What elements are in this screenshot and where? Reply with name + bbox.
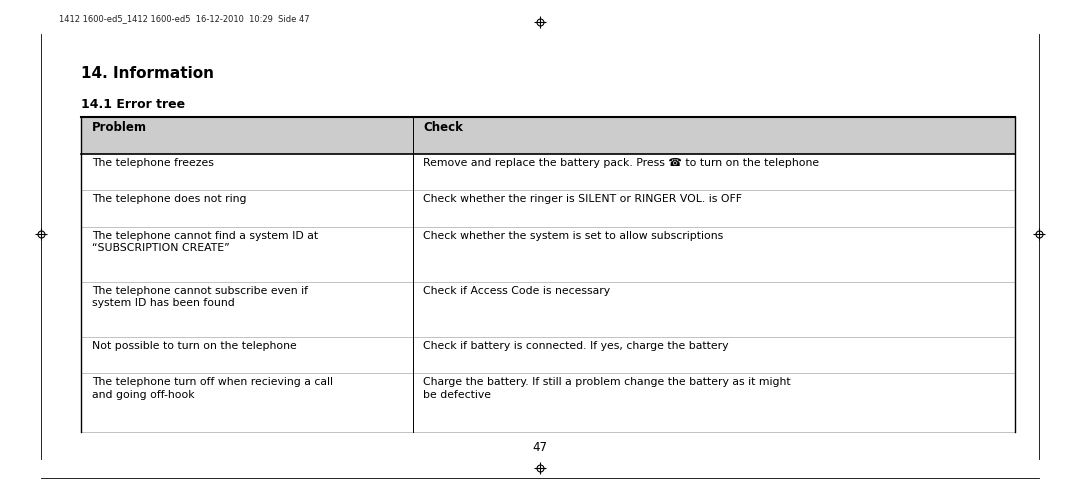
Bar [81,337,1015,373]
Text: The telephone cannot find a system ID at
“SUBSCRIPTION CREATE”: The telephone cannot find a system ID at… [92,231,318,253]
Text: The telephone cannot subscribe even if
system ID has been found: The telephone cannot subscribe even if s… [92,285,308,308]
Bar [81,282,1015,337]
Text: Remove and replace the battery pack. Press ☎ to turn on the telephone: Remove and replace the battery pack. Pre… [423,158,820,168]
Bar [81,190,1015,227]
Bar [81,227,1015,282]
Text: The telephone freezes: The telephone freezes [92,158,214,167]
Text: Not possible to turn on the telephone: Not possible to turn on the telephone [92,341,297,350]
Text: Check whether the system is set to allow subscriptions: Check whether the system is set to allow… [423,231,724,241]
Text: The telephone turn off when recieving a call
and going off-hook: The telephone turn off when recieving a … [92,377,333,400]
Text: Problem: Problem [92,121,147,134]
Bar [81,373,1015,432]
Text: Charge the battery. If still a problem change the battery as it might
be defecti: Charge the battery. If still a problem c… [423,377,791,400]
Text: 14. Information: 14. Information [81,66,214,81]
Text: Check if Access Code is necessary: Check if Access Code is necessary [423,285,610,296]
Text: 47: 47 [532,442,548,454]
Text: Check whether the ringer is SILENT or RINGER VOL. is OFF: Check whether the ringer is SILENT or RI… [423,194,742,204]
Text: Check: Check [423,121,463,134]
Text: 14.1 Error tree: 14.1 Error tree [81,98,185,111]
Text: The telephone does not ring: The telephone does not ring [92,194,246,204]
Text: Check if battery is connected. If yes, charge the battery: Check if battery is connected. If yes, c… [423,341,729,350]
Bar [81,154,1015,190]
Bar [81,117,1015,154]
Text: 1412 1600-ed5_1412 1600-ed5  16-12-2010  10:29  Side 47: 1412 1600-ed5_1412 1600-ed5 16-12-2010 1… [59,14,310,22]
